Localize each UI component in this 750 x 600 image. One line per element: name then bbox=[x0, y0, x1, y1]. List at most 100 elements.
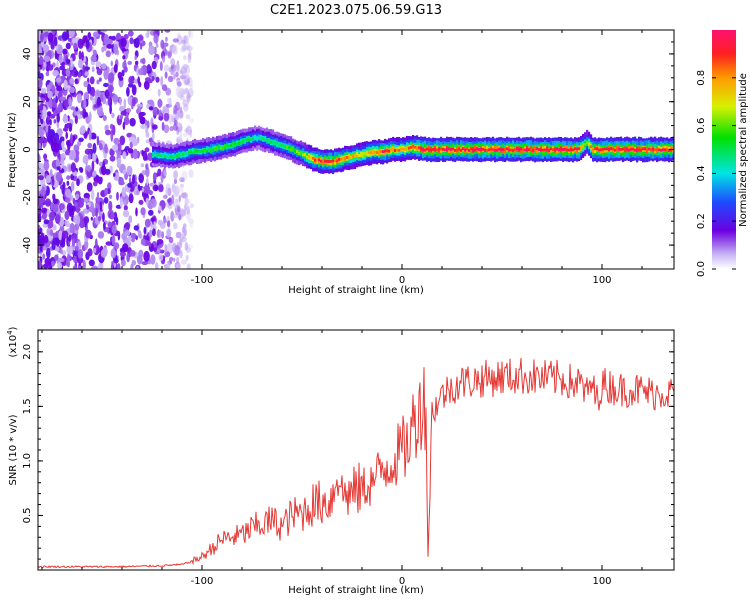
track-cell bbox=[536, 147, 539, 151]
noise-blob bbox=[178, 195, 181, 203]
noise-blob bbox=[170, 210, 175, 222]
noise-blob bbox=[47, 111, 52, 117]
colorbar-tick-label: 0.8 bbox=[696, 70, 707, 86]
noise-blob bbox=[161, 204, 165, 211]
noise-blob bbox=[164, 30, 171, 33]
track-cell bbox=[256, 137, 259, 141]
noise-blob bbox=[167, 187, 172, 197]
colorbar: 0.0 0.2 0.4 0.6 0.8 Normalized spectral ampl… bbox=[696, 30, 749, 277]
track-cell bbox=[260, 137, 263, 141]
track-cell bbox=[190, 150, 193, 154]
noise-blob bbox=[108, 194, 113, 199]
track-cell bbox=[450, 147, 453, 151]
track-cell bbox=[166, 155, 169, 159]
noise-blob bbox=[71, 37, 78, 44]
noise-blob bbox=[83, 111, 89, 118]
track-cell bbox=[310, 156, 313, 160]
noise-blob bbox=[119, 105, 125, 113]
noise-blob bbox=[113, 43, 119, 55]
noise-blob bbox=[76, 215, 81, 225]
noise-blob bbox=[173, 109, 177, 115]
track-cell bbox=[432, 148, 435, 151]
track-cell bbox=[296, 150, 299, 153]
track-cell bbox=[522, 148, 525, 152]
noise-blob bbox=[65, 188, 72, 198]
noise-blob bbox=[67, 253, 70, 263]
noise-blob bbox=[170, 58, 176, 66]
track-cell bbox=[442, 147, 445, 151]
noise-blob bbox=[113, 172, 116, 177]
noise-blob bbox=[138, 230, 142, 239]
noise-blob bbox=[96, 79, 100, 85]
spectrogram-x-axis-label: Height of straight line (km) bbox=[288, 285, 424, 296]
noise-blob bbox=[133, 225, 139, 231]
noise-blob bbox=[135, 235, 138, 241]
noise-blob bbox=[70, 181, 75, 192]
noise-blob bbox=[127, 60, 132, 65]
noise-blob bbox=[98, 262, 103, 269]
noise-blob bbox=[87, 83, 92, 94]
track-cell bbox=[374, 150, 377, 154]
noise-blob bbox=[184, 75, 188, 83]
track-cell bbox=[564, 147, 567, 151]
y-tick-label: 1.0 bbox=[22, 453, 33, 469]
track-cell bbox=[358, 154, 361, 157]
noise-blob bbox=[140, 238, 146, 246]
noise-blob bbox=[110, 212, 115, 220]
spectrogram-panel: -100 0 100 -40 -20 0 20 40 Height of straight l… bbox=[7, 29, 675, 296]
track-cell bbox=[182, 152, 185, 156]
track-cell bbox=[588, 142, 591, 146]
noise-blob bbox=[109, 155, 116, 162]
noise-blob bbox=[179, 75, 186, 80]
noise-blob bbox=[103, 82, 109, 88]
noise-blob bbox=[43, 55, 51, 63]
noise-blob bbox=[109, 104, 112, 115]
noise-blob bbox=[122, 55, 126, 60]
noise-blob bbox=[62, 48, 68, 55]
noise-blob bbox=[99, 201, 103, 212]
noise-blob bbox=[112, 144, 118, 151]
track-cell bbox=[420, 146, 423, 150]
track-cell bbox=[212, 149, 215, 152]
x-tick-label: 100 bbox=[592, 576, 611, 587]
noise-blob bbox=[113, 242, 120, 250]
noise-blob bbox=[102, 115, 107, 121]
track-cell bbox=[152, 153, 155, 156]
noise-blob bbox=[69, 222, 75, 234]
noise-blob bbox=[66, 180, 70, 186]
noise-blob bbox=[150, 198, 157, 208]
noise-blob bbox=[149, 229, 153, 238]
track-cell bbox=[408, 146, 411, 150]
track-cell bbox=[492, 148, 495, 152]
noise-blob bbox=[77, 248, 84, 259]
track-cell bbox=[540, 148, 543, 152]
noise-blob bbox=[73, 144, 80, 152]
noise-blob bbox=[60, 249, 63, 255]
track-cell bbox=[518, 148, 521, 151]
noise-blob bbox=[147, 30, 150, 36]
noise-blob bbox=[51, 260, 55, 267]
track-cell bbox=[228, 144, 231, 148]
noise-blob bbox=[53, 132, 60, 144]
noise-blob bbox=[170, 64, 175, 70]
noise-blob bbox=[167, 220, 171, 228]
track-cell bbox=[434, 148, 437, 151]
noise-blob bbox=[150, 254, 156, 265]
track-cell bbox=[218, 146, 221, 150]
noise-blob bbox=[151, 132, 155, 141]
track-cell bbox=[446, 148, 449, 152]
noise-blob bbox=[176, 122, 182, 128]
noise-blob bbox=[111, 234, 116, 246]
noise-blob bbox=[38, 195, 46, 204]
snr-y-axis-label: SNR (10 * v/v) bbox=[8, 414, 19, 485]
noise-blob bbox=[182, 132, 188, 138]
noise-blob bbox=[183, 55, 187, 60]
noise-blob bbox=[73, 42, 78, 51]
noise-blob bbox=[58, 203, 65, 210]
track-cell bbox=[578, 147, 581, 151]
noise-blob bbox=[61, 31, 69, 41]
track-cell bbox=[568, 148, 571, 152]
noise-blob bbox=[176, 263, 181, 269]
snr-x-axis-label: Height of straight line (km) bbox=[288, 585, 424, 596]
noise-blob bbox=[38, 43, 42, 54]
